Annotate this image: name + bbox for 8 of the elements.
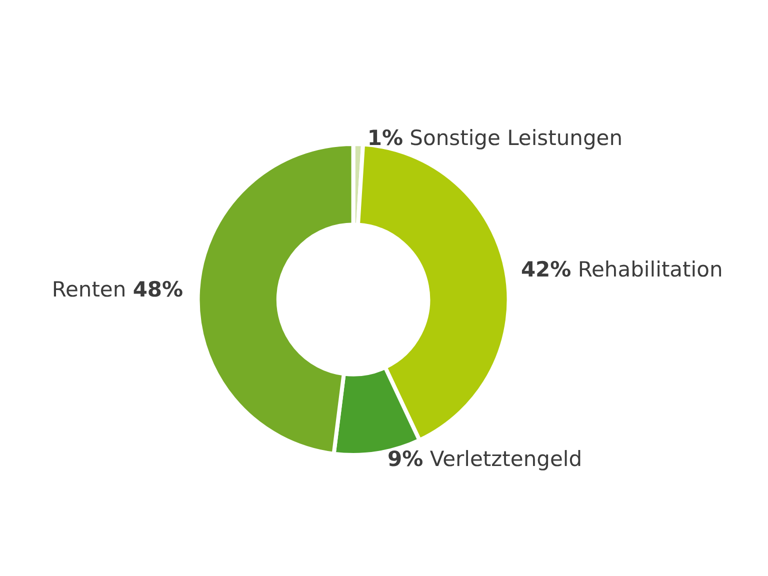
slice-label: Rehabilitation [578, 257, 723, 282]
slice-label: Sonstige Leistungen [410, 126, 623, 150]
data-label: 42% [520, 257, 572, 282]
data-label: 9% [388, 447, 424, 472]
slice-label: Verletztengeld [430, 447, 582, 472]
data-label: 1% [367, 126, 404, 150]
slice-label: Renten [52, 277, 126, 302]
data-label: 48% [132, 277, 184, 302]
